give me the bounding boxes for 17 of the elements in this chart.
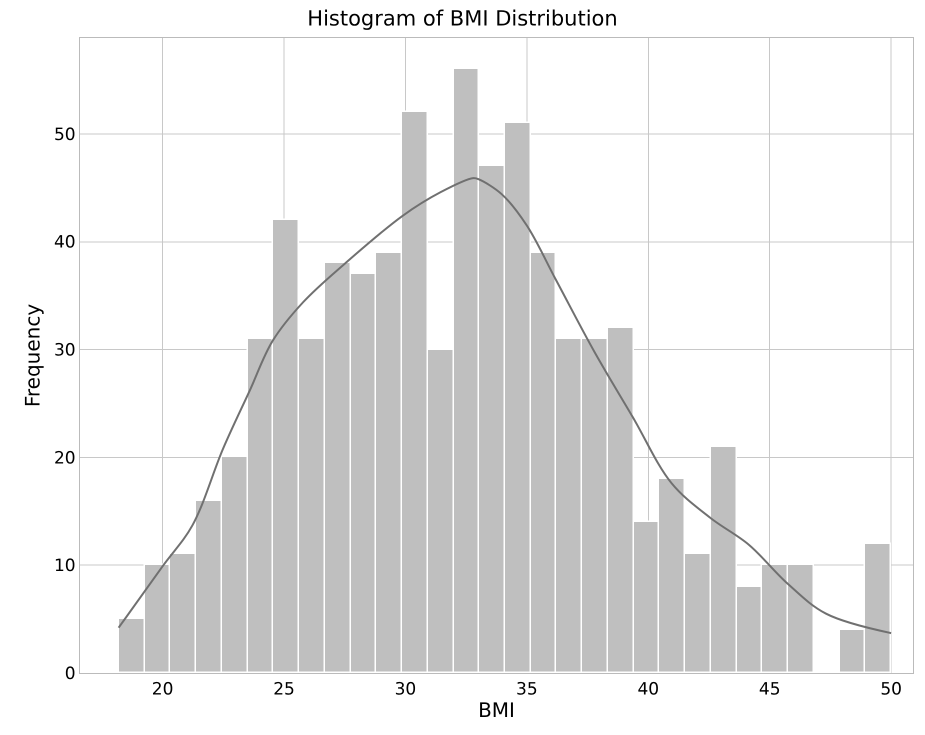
x-tick-label: 25 — [273, 679, 295, 700]
x-tick-label: 45 — [758, 679, 781, 700]
y-tick-label: 40 — [54, 232, 76, 253]
y-tick-label: 20 — [54, 448, 76, 468]
y-tick-label: 10 — [54, 556, 76, 576]
y-tick-label: 30 — [54, 340, 76, 361]
y-tick-label: 50 — [54, 124, 76, 145]
x-tick-label: 35 — [516, 679, 538, 700]
x-axis-title: BMI — [478, 698, 515, 722]
line-series — [118, 177, 892, 634]
y-axis-title: Frequency — [20, 304, 44, 408]
y-tick-label: 0 — [64, 664, 76, 684]
chart-title: Histogram of BMI Distribution — [307, 6, 618, 31]
x-tick-label: 40 — [637, 679, 660, 700]
x-tick-label: 20 — [152, 679, 174, 700]
x-tick-label: 50 — [880, 679, 902, 700]
x-tick-label: 30 — [394, 679, 416, 700]
